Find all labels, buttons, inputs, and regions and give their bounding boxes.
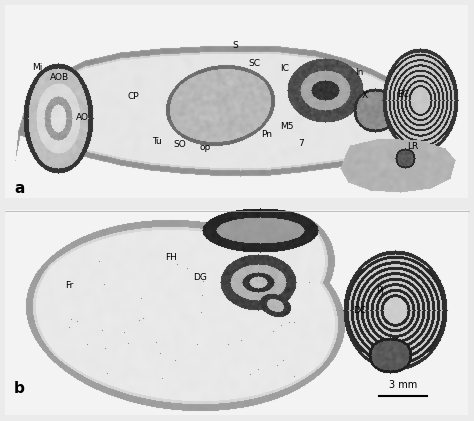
Text: Pj: Pj bbox=[376, 286, 384, 295]
Text: EC: EC bbox=[397, 90, 409, 99]
Text: AO: AO bbox=[76, 113, 89, 123]
Text: IC: IC bbox=[281, 64, 290, 73]
Text: CP: CP bbox=[128, 92, 140, 101]
Text: Mi: Mi bbox=[32, 63, 43, 72]
Text: In: In bbox=[356, 68, 364, 77]
Text: DC: DC bbox=[353, 306, 366, 315]
Text: 3 mm: 3 mm bbox=[389, 380, 417, 390]
Text: op: op bbox=[199, 143, 210, 152]
Text: X: X bbox=[362, 91, 368, 100]
Text: LR: LR bbox=[407, 142, 418, 151]
Text: b: b bbox=[14, 381, 25, 396]
Text: AOB: AOB bbox=[50, 73, 69, 83]
Text: SO: SO bbox=[173, 140, 186, 149]
Text: Tu: Tu bbox=[152, 137, 162, 147]
Text: S: S bbox=[232, 41, 238, 50]
Text: M5: M5 bbox=[281, 122, 294, 131]
Text: a: a bbox=[14, 181, 24, 196]
Text: DG: DG bbox=[193, 273, 207, 282]
Text: Fr: Fr bbox=[65, 281, 73, 290]
Text: 7: 7 bbox=[299, 139, 304, 149]
Text: FH: FH bbox=[165, 253, 177, 262]
Text: SC: SC bbox=[249, 59, 261, 69]
Text: Pn: Pn bbox=[261, 130, 272, 139]
